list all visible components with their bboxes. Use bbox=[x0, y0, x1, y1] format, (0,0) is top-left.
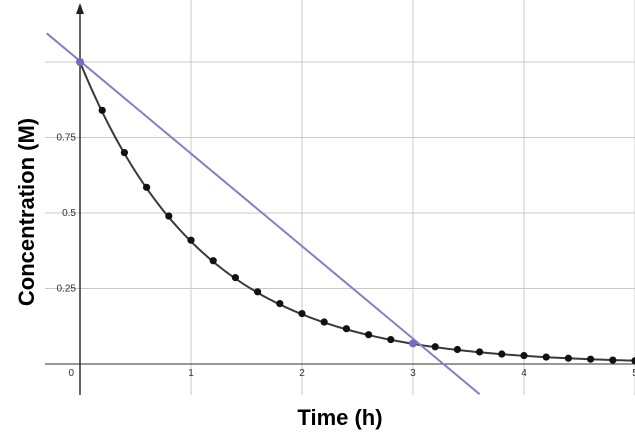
data-point bbox=[476, 348, 484, 356]
data-point bbox=[587, 355, 595, 363]
data-point bbox=[631, 357, 635, 365]
data-point bbox=[231, 274, 239, 282]
data-point bbox=[98, 106, 106, 114]
data-point bbox=[276, 300, 284, 308]
y-tick-label: 0.25 bbox=[57, 284, 77, 295]
series bbox=[46, 32, 635, 395]
data-point bbox=[387, 335, 395, 344]
data-point bbox=[254, 288, 262, 296]
x-tick-label: 1 bbox=[188, 368, 194, 379]
linear-fit-line bbox=[46, 32, 481, 395]
data-point bbox=[498, 350, 506, 358]
data-point bbox=[187, 236, 195, 244]
axes bbox=[45, 3, 635, 395]
data-point bbox=[342, 325, 350, 333]
data-point bbox=[453, 345, 461, 354]
data-point bbox=[298, 309, 306, 318]
data-point bbox=[609, 356, 617, 364]
data-point bbox=[165, 212, 173, 220]
highlight-point bbox=[76, 58, 84, 66]
data-points bbox=[76, 58, 635, 365]
data-point bbox=[542, 353, 550, 361]
x-tick-label: 3 bbox=[410, 368, 416, 379]
data-point bbox=[520, 351, 528, 360]
y-axis-arrow bbox=[76, 3, 84, 14]
x-tick-label: 5 bbox=[632, 368, 635, 379]
data-point bbox=[209, 257, 217, 265]
x-tick-label: 0 bbox=[68, 368, 74, 379]
x-axis-title: Time (h) bbox=[297, 405, 382, 430]
data-point bbox=[431, 343, 439, 351]
x-tick-label: 2 bbox=[299, 368, 305, 379]
data-point bbox=[143, 183, 151, 191]
decay-curve bbox=[79, 61, 635, 362]
data-point bbox=[365, 331, 373, 339]
y-tick-label: 0.75 bbox=[57, 133, 77, 144]
grid bbox=[45, 0, 635, 395]
highlight-point bbox=[409, 339, 417, 348]
data-point bbox=[120, 149, 128, 157]
y-axis-title: Concentration (M) bbox=[14, 118, 39, 306]
y-tick-label: 0.5 bbox=[62, 208, 76, 219]
data-point bbox=[320, 318, 328, 326]
x-tick-label: 4 bbox=[521, 368, 527, 379]
data-point bbox=[564, 354, 573, 362]
tick-labels: 0 1 2 3 4 5 0.25 0.5 0.75 bbox=[57, 133, 635, 380]
